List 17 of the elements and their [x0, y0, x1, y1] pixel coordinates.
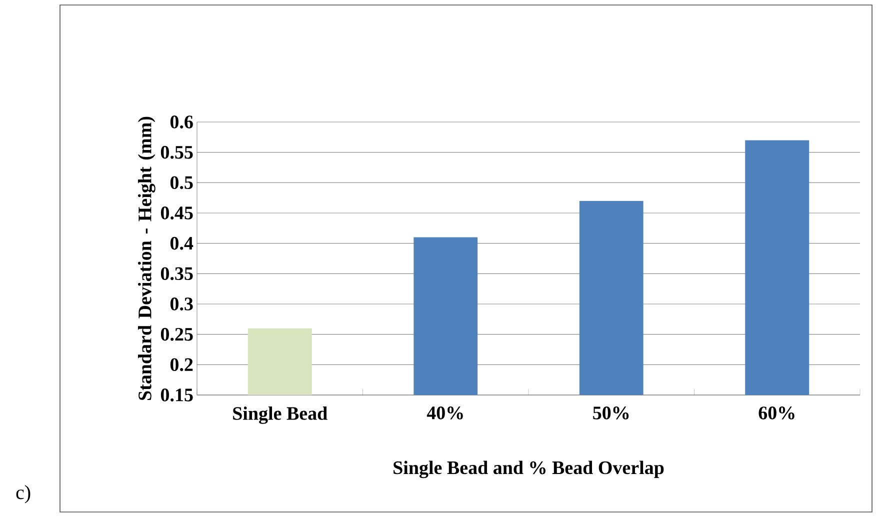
x-tick-label: 60%: [758, 406, 794, 420]
y-tick-label: 0.4: [170, 236, 194, 250]
x-tick-label: Single Bead: [233, 406, 328, 424]
y-tick-label: 0.45: [160, 206, 193, 220]
y-tick-label: 0.15: [160, 388, 193, 402]
y-tick-label: 0.55: [160, 146, 193, 159]
y-tick-label: 0.25: [160, 328, 193, 341]
y-tick-label: 0.5: [170, 176, 193, 190]
x-axis-title: Single Bead and % Bead Overlap: [394, 460, 664, 478]
x-tick-label: 50%: [593, 406, 629, 420]
y-tick-label: 0.35: [160, 267, 193, 280]
y-tick-label: 0.6: [170, 116, 193, 128]
y-tick-label: 0.3: [170, 298, 193, 310]
x-tick-label: 40%: [426, 406, 463, 420]
y-axis-title: Standard Deviation - Height (mm): [138, 116, 156, 400]
text: c): [16, 485, 30, 504]
y-tick-label: 0.2: [170, 358, 193, 372]
